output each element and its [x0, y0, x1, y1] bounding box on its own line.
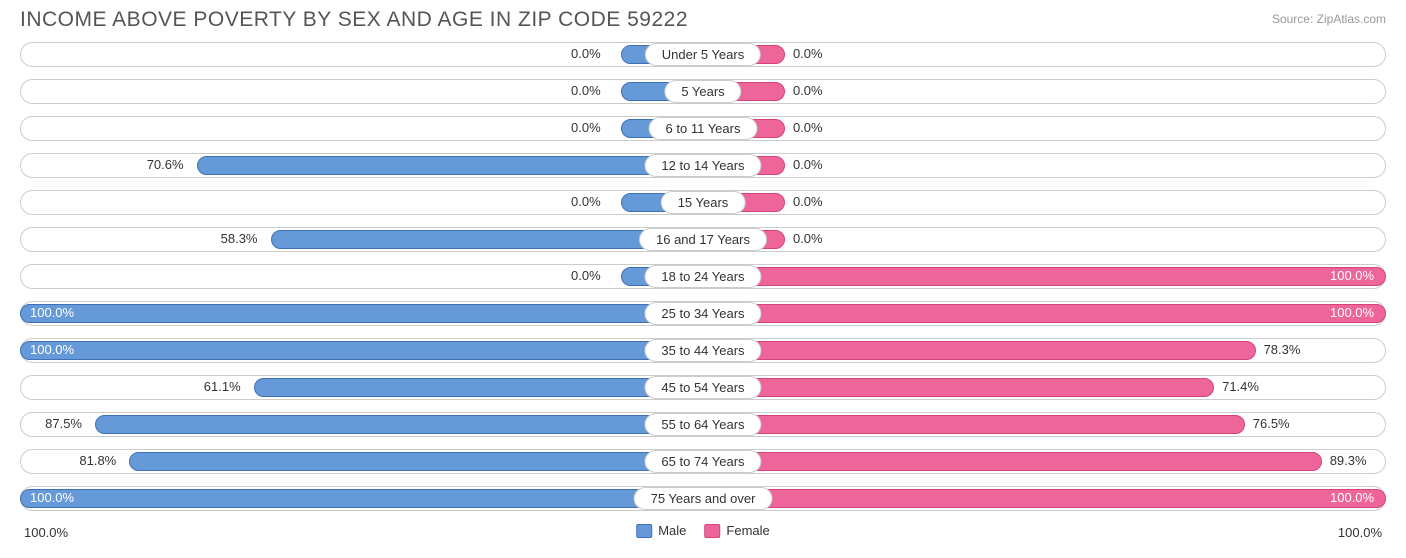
female-value-label: 0.0% — [793, 194, 823, 209]
category-label: 15 Years — [661, 191, 746, 214]
male-value-label: 0.0% — [571, 120, 601, 135]
female-value-label: 100.0% — [1330, 305, 1374, 320]
male-bar — [20, 341, 703, 360]
category-label: Under 5 Years — [645, 43, 761, 66]
legend: Male Female — [636, 523, 770, 538]
category-label: 45 to 54 Years — [644, 376, 761, 399]
male-value-label: 81.8% — [79, 453, 116, 468]
chart-row: 55 to 64 Years 87.5% 76.5% — [20, 408, 1386, 441]
chart-row: 25 to 34 Years 100.0% 100.0% — [20, 297, 1386, 330]
chart-row: 16 and 17 Years 58.3% 0.0% — [20, 223, 1386, 256]
legend-female-label: Female — [726, 523, 769, 538]
female-value-label: 0.0% — [793, 120, 823, 135]
category-label: 12 to 14 Years — [644, 154, 761, 177]
chart-area: Under 5 Years0.0%0.0%5 Years0.0%0.0%6 to… — [0, 38, 1406, 515]
female-bar — [703, 452, 1322, 471]
female-bar — [703, 378, 1214, 397]
male-bar — [197, 156, 703, 175]
category-label: 16 and 17 Years — [639, 228, 767, 251]
category-label: 35 to 44 Years — [644, 339, 761, 362]
female-bar — [703, 267, 1386, 286]
male-swatch-icon — [636, 524, 652, 538]
female-swatch-icon — [704, 524, 720, 538]
chart-title: INCOME ABOVE POVERTY BY SEX AND AGE IN Z… — [20, 8, 688, 32]
male-bar — [20, 304, 703, 323]
chart-row: 18 to 24 Years 0.0% 100.0% — [20, 260, 1386, 293]
male-bar — [129, 452, 703, 471]
female-bar — [703, 341, 1256, 360]
chart-row: 65 to 74 Years 81.8% 89.3% — [20, 445, 1386, 478]
male-value-label: 0.0% — [571, 268, 601, 283]
legend-item-female: Female — [704, 523, 769, 538]
category-label: 65 to 74 Years — [644, 450, 761, 473]
male-value-label: 0.0% — [571, 83, 601, 98]
female-value-label: 76.5% — [1253, 416, 1290, 431]
category-label: 25 to 34 Years — [644, 302, 761, 325]
male-bar — [20, 489, 703, 508]
male-bar — [95, 415, 703, 434]
male-value-label: 100.0% — [30, 305, 74, 320]
female-value-label: 100.0% — [1330, 490, 1374, 505]
female-bar — [703, 304, 1386, 323]
male-value-label: 61.1% — [204, 379, 241, 394]
axis-left-label: 100.0% — [24, 525, 68, 540]
category-label: 6 to 11 Years — [649, 117, 758, 140]
legend-item-male: Male — [636, 523, 686, 538]
category-label: 5 Years — [664, 80, 741, 103]
legend-male-label: Male — [658, 523, 686, 538]
category-label: 18 to 24 Years — [644, 265, 761, 288]
chart-row: 75 Years and over 100.0% 100.0% — [20, 482, 1386, 515]
male-value-label: 100.0% — [30, 342, 74, 357]
female-value-label: 0.0% — [793, 83, 823, 98]
axis-right-label: 100.0% — [1338, 525, 1382, 540]
chart-footer: 100.0% Male Female 100.0% — [0, 519, 1406, 549]
category-label: 55 to 64 Years — [644, 413, 761, 436]
chart-row: 15 Years 0.0% 0.0% — [20, 186, 1386, 219]
female-value-label: 0.0% — [793, 46, 823, 61]
female-value-label: 71.4% — [1222, 379, 1259, 394]
female-value-label: 0.0% — [793, 231, 823, 246]
chart-row: 5 Years 0.0% 0.0% — [20, 75, 1386, 108]
chart-row: Under 5 Years 0.0% 0.0% — [20, 38, 1386, 71]
chart-row: 45 to 54 Years 61.1% 71.4% — [20, 371, 1386, 404]
female-value-label: 89.3% — [1330, 453, 1367, 468]
female-bar — [703, 489, 1386, 508]
male-value-label: 0.0% — [571, 46, 601, 61]
male-value-label: 0.0% — [571, 194, 601, 209]
source-label: Source: ZipAtlas.com — [1272, 8, 1386, 26]
male-value-label: 70.6% — [147, 157, 184, 172]
male-value-label: 58.3% — [221, 231, 258, 246]
chart-row: 35 to 44 Years 100.0% 78.3% — [20, 334, 1386, 367]
female-bar — [703, 415, 1245, 434]
female-value-label: 100.0% — [1330, 268, 1374, 283]
category-label: 75 Years and over — [634, 487, 773, 510]
chart-row: 6 to 11 Years 0.0% 0.0% — [20, 112, 1386, 145]
female-value-label: 78.3% — [1264, 342, 1301, 357]
male-value-label: 100.0% — [30, 490, 74, 505]
male-value-label: 87.5% — [45, 416, 82, 431]
male-bar — [254, 378, 703, 397]
female-value-label: 0.0% — [793, 157, 823, 172]
chart-row: 12 to 14 Years 70.6% 0.0% — [20, 149, 1386, 182]
